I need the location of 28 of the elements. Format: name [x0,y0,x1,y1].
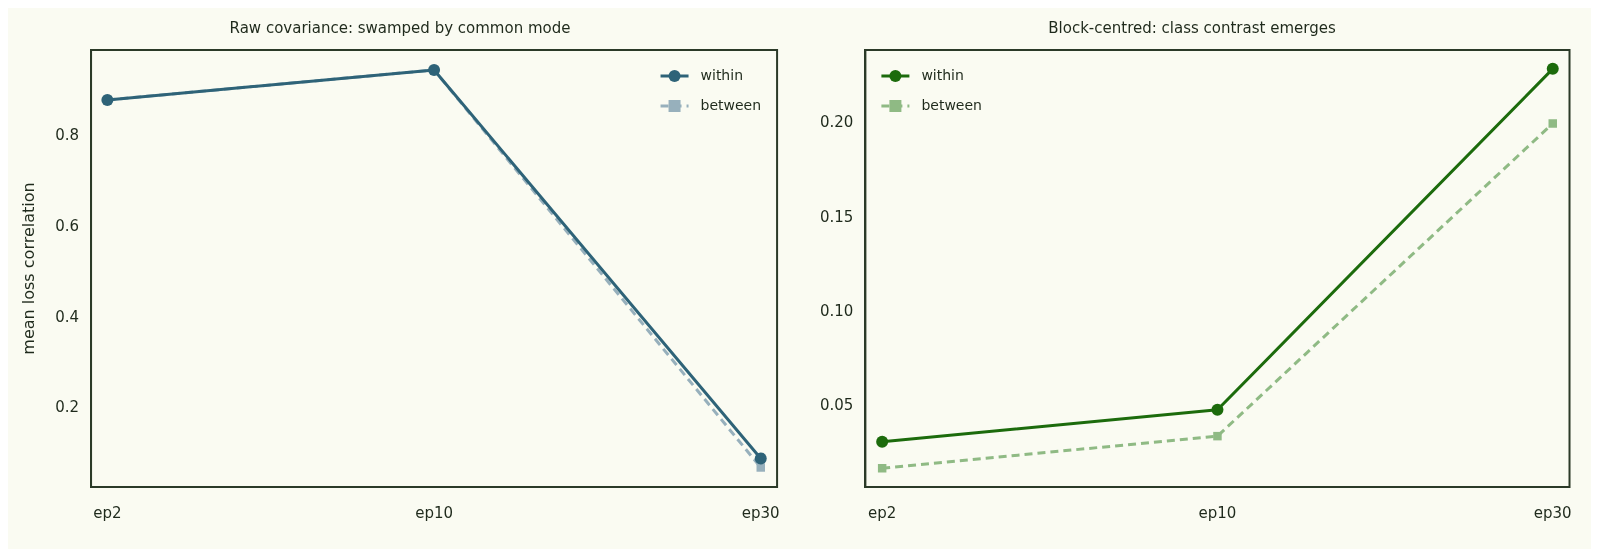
y-tick-label: 0.05 [819,395,854,414]
x-tick-label: ep2 [93,503,122,522]
point [1548,119,1557,128]
point [754,452,767,465]
legend-label: between [921,96,982,113]
point [1213,431,1222,441]
point [1546,62,1559,75]
x-tick-label: ep10 [415,503,453,522]
point [756,463,765,472]
chart-title: Raw covariance: swamped by common mode [229,18,571,37]
y-tick-label: 0.15 [819,207,854,226]
point [1211,403,1224,416]
x-tick-label: ep2 [868,503,897,522]
legend-label: within [921,66,964,83]
chart-title: Block-centred: class contrast emerges [1048,18,1336,37]
y-tick-label: 0.20 [819,113,854,132]
y-tick-label: 0.8 [55,126,80,145]
x-tick-label: ep30 [741,503,780,522]
point [876,435,889,448]
x-tick-label: ep10 [1198,503,1237,522]
y-tick-label: 0.4 [55,307,80,326]
y-tick-label: 0.2 [55,398,80,417]
y-tick-label: 0.6 [55,216,80,235]
x-tick-label: ep30 [1533,503,1572,522]
y-axis-title: mean loss correlation [18,182,38,355]
legend-label: between [700,96,762,113]
legend-label: within [700,66,744,83]
y-tick-label: 0.10 [819,301,854,320]
